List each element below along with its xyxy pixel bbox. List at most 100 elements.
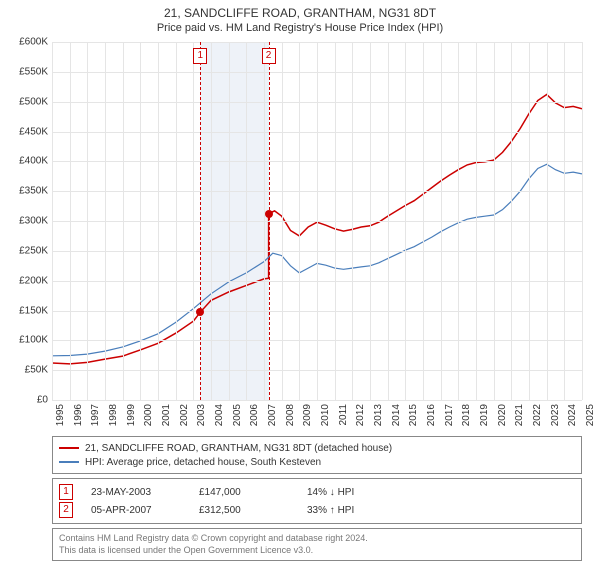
gridline-v	[282, 42, 283, 400]
footer: 21, SANDCLIFFE ROAD, GRANTHAM, NG31 8DT …	[52, 436, 582, 561]
legend-swatch-hpi	[59, 461, 79, 463]
title-area: 21, SANDCLIFFE ROAD, GRANTHAM, NG31 8DT …	[0, 0, 600, 36]
x-tick-label: 2010	[320, 404, 331, 426]
x-tick-label: 2018	[461, 404, 472, 426]
gridline-v	[476, 42, 477, 400]
attribution-line1: Contains HM Land Registry data © Crown c…	[59, 533, 575, 545]
gridline-v	[229, 42, 230, 400]
x-tick-label: 2016	[426, 404, 437, 426]
legend-label-property: 21, SANDCLIFFE ROAD, GRANTHAM, NG31 8DT …	[85, 443, 392, 454]
x-tick-label: 2005	[232, 404, 243, 426]
gridline-v	[405, 42, 406, 400]
y-tick-label: £350K	[19, 186, 48, 197]
x-tick-label: 2012	[355, 404, 366, 426]
legend-label-hpi: HPI: Average price, detached house, Sout…	[85, 457, 321, 468]
x-tick-label: 2015	[408, 404, 419, 426]
event-date-2: 05-APR-2007	[91, 505, 181, 516]
x-tick-label: 2000	[143, 404, 154, 426]
gridline-v	[70, 42, 71, 400]
x-tick-label: 2006	[249, 404, 260, 426]
gridline-v	[529, 42, 530, 400]
x-tick-label: 2004	[214, 404, 225, 426]
event-line	[269, 42, 270, 400]
x-tick-label: 2023	[550, 404, 561, 426]
gridline-h	[52, 400, 582, 401]
plot-area: £0£50K£100K£150K£200K£250K£300K£350K£400…	[52, 42, 582, 400]
gridline-v	[211, 42, 212, 400]
x-tick-label: 2020	[497, 404, 508, 426]
y-tick-label: £100K	[19, 335, 48, 346]
x-tick-label: 2019	[479, 404, 490, 426]
gridline-v	[123, 42, 124, 400]
event-marker-2: 2	[59, 502, 73, 518]
y-tick-label: £0	[37, 395, 48, 406]
legend-row-property: 21, SANDCLIFFE ROAD, GRANTHAM, NG31 8DT …	[59, 441, 575, 455]
gridline-v	[193, 42, 194, 400]
x-tick-label: 2009	[302, 404, 313, 426]
chart-container: 21, SANDCLIFFE ROAD, GRANTHAM, NG31 8DT …	[0, 0, 600, 560]
x-tick-label: 2003	[196, 404, 207, 426]
gridline-v	[582, 42, 583, 400]
gridline-v	[52, 42, 53, 400]
x-tick-label: 2025	[585, 404, 596, 426]
x-tick-label: 1998	[108, 404, 119, 426]
legend-row-hpi: HPI: Average price, detached house, Sout…	[59, 455, 575, 469]
gridline-v	[158, 42, 159, 400]
legend-swatch-property	[59, 447, 79, 449]
x-tick-label: 2008	[285, 404, 296, 426]
y-tick-label: £50K	[25, 365, 48, 376]
event-delta-2: 33% ↑ HPI	[307, 505, 397, 516]
chart-area: £0£50K£100K£150K£200K£250K£300K£350K£400…	[52, 42, 582, 400]
x-tick-label: 2011	[338, 404, 349, 426]
gridline-v	[370, 42, 371, 400]
y-tick-label: £300K	[19, 216, 48, 227]
gridline-v	[105, 42, 106, 400]
gridline-v	[335, 42, 336, 400]
gridline-v	[511, 42, 512, 400]
gridline-v	[441, 42, 442, 400]
gridline-v	[352, 42, 353, 400]
y-tick-label: £150K	[19, 305, 48, 316]
x-tick-label: 2017	[444, 404, 455, 426]
event-row-2: 2 05-APR-2007 £312,500 33% ↑ HPI	[59, 501, 575, 519]
gridline-v	[140, 42, 141, 400]
gridline-v	[547, 42, 548, 400]
x-tick-label: 2014	[391, 404, 402, 426]
gridline-v	[494, 42, 495, 400]
y-tick-label: £400K	[19, 156, 48, 167]
y-tick-label: £450K	[19, 126, 48, 137]
gridline-v	[246, 42, 247, 400]
x-tick-label: 1997	[90, 404, 101, 426]
legend-box: 21, SANDCLIFFE ROAD, GRANTHAM, NG31 8DT …	[52, 436, 582, 474]
event-price-2: £312,500	[199, 505, 289, 516]
x-tick-label: 2024	[567, 404, 578, 426]
y-tick-label: £600K	[19, 37, 48, 48]
x-tick-label: 1995	[55, 404, 66, 426]
x-tick-label: 2022	[532, 404, 543, 426]
attribution: Contains HM Land Registry data © Crown c…	[52, 528, 582, 561]
event-date-1: 23-MAY-2003	[91, 487, 181, 498]
chart-title: 21, SANDCLIFFE ROAD, GRANTHAM, NG31 8DT	[0, 6, 600, 20]
x-tick-label: 2013	[373, 404, 384, 426]
y-tick-label: £500K	[19, 96, 48, 107]
gridline-v	[176, 42, 177, 400]
gridline-v	[264, 42, 265, 400]
event-dot	[196, 308, 204, 316]
gridline-v	[317, 42, 318, 400]
gridline-v	[388, 42, 389, 400]
gridline-v	[458, 42, 459, 400]
y-tick-label: £200K	[19, 275, 48, 286]
x-tick-label: 2007	[267, 404, 278, 426]
x-tick-label: 2002	[179, 404, 190, 426]
event-marker-box: 2	[262, 48, 276, 64]
event-marker-box: 1	[193, 48, 207, 64]
event-dot	[265, 210, 273, 218]
event-row-1: 1 23-MAY-2003 £147,000 14% ↓ HPI	[59, 483, 575, 501]
chart-subtitle: Price paid vs. HM Land Registry's House …	[0, 22, 600, 34]
events-table: 1 23-MAY-2003 £147,000 14% ↓ HPI 2 05-AP…	[52, 478, 582, 524]
x-tick-label: 1996	[73, 404, 84, 426]
gridline-v	[87, 42, 88, 400]
event-price-1: £147,000	[199, 487, 289, 498]
y-tick-label: £250K	[19, 245, 48, 256]
event-delta-1: 14% ↓ HPI	[307, 487, 397, 498]
